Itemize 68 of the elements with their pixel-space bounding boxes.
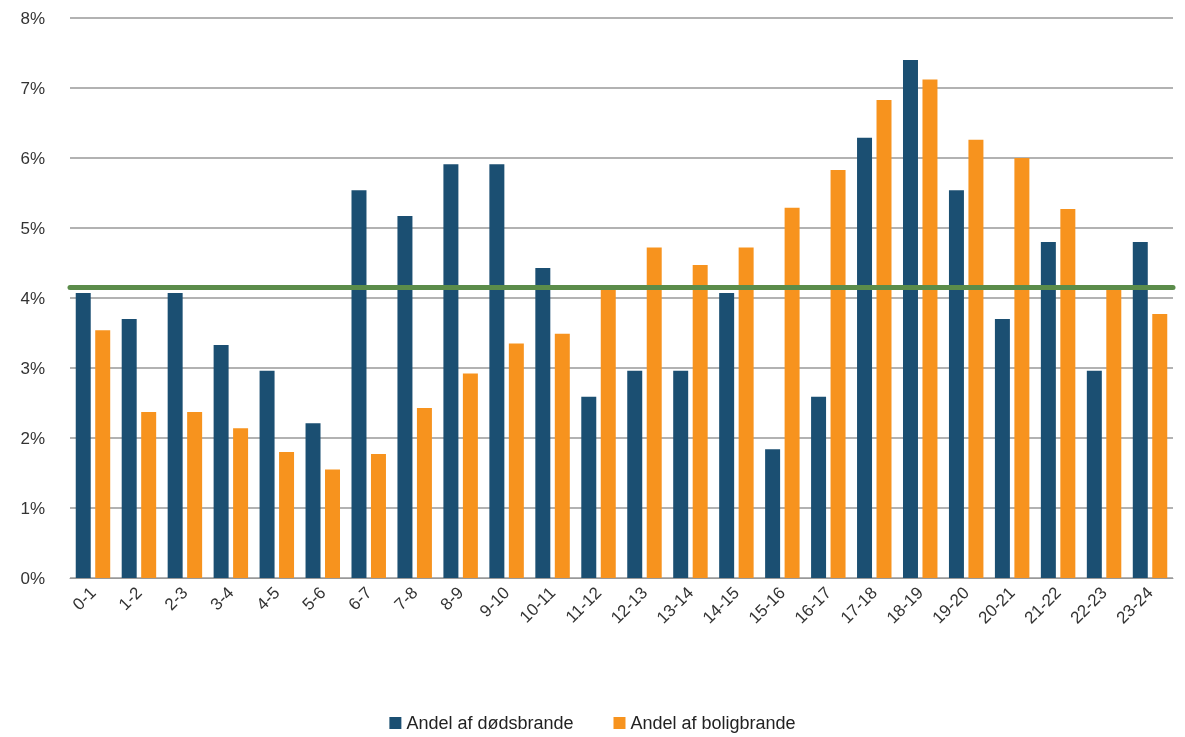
y-tick-label: 0%	[20, 568, 45, 588]
bar	[627, 370, 643, 578]
y-tick-label: 4%	[20, 288, 45, 308]
x-tick-label: 4-5	[252, 583, 284, 615]
x-tick-label: 2-3	[160, 583, 192, 615]
bar	[554, 333, 570, 578]
legend-label: Andel af dødsbrande	[406, 713, 574, 733]
bar	[784, 207, 800, 578]
bar	[1152, 314, 1168, 578]
bar	[121, 319, 137, 578]
bar	[902, 60, 918, 578]
bar	[489, 164, 505, 578]
bar	[738, 247, 754, 578]
bar	[535, 267, 551, 578]
x-tick-label: 8-9	[436, 583, 468, 615]
x-tick-label: 5-6	[298, 583, 330, 615]
bar	[305, 423, 321, 578]
bar	[167, 293, 183, 578]
bar	[857, 137, 873, 578]
bar	[233, 428, 249, 578]
bar	[325, 469, 341, 578]
bar	[673, 370, 689, 578]
bar	[351, 190, 367, 578]
bar	[692, 265, 708, 578]
bar	[581, 396, 597, 578]
bar	[1106, 287, 1122, 578]
bar	[1086, 370, 1102, 578]
bar	[141, 412, 157, 578]
y-tick-label: 8%	[20, 8, 45, 28]
x-tick-label: 6-7	[344, 583, 376, 615]
x-tick-label: 0-1	[68, 583, 100, 615]
bar	[719, 293, 735, 578]
bar	[259, 370, 275, 578]
bar	[279, 452, 295, 578]
bar	[1060, 209, 1076, 578]
bar	[600, 287, 616, 578]
bar	[187, 412, 203, 578]
bar	[811, 396, 827, 578]
bar	[922, 79, 938, 578]
bar	[443, 164, 459, 578]
bar	[948, 190, 964, 578]
bar	[994, 319, 1010, 578]
bar	[397, 216, 413, 578]
bar	[508, 343, 524, 578]
x-tick-label: 1-2	[114, 583, 146, 615]
y-tick-label: 5%	[20, 218, 45, 238]
bar	[968, 139, 984, 578]
bar	[75, 293, 91, 578]
bar	[416, 407, 432, 578]
bar	[765, 449, 781, 578]
bar	[462, 373, 478, 578]
bar	[830, 169, 846, 578]
bar	[95, 330, 111, 578]
y-tick-label: 3%	[20, 358, 45, 378]
bar	[646, 247, 662, 578]
x-tick-label: 7-8	[390, 583, 422, 615]
bar	[213, 344, 229, 578]
bar	[876, 99, 892, 578]
y-tick-label: 7%	[20, 78, 45, 98]
bar	[1014, 158, 1030, 578]
legend-label: Andel af boligbrande	[630, 713, 796, 733]
bar	[1132, 242, 1148, 578]
x-tick-label: 3-4	[206, 583, 238, 615]
bar	[370, 454, 386, 578]
y-tick-label: 2%	[20, 428, 45, 448]
y-tick-label: 1%	[20, 498, 45, 518]
y-tick-label: 6%	[20, 148, 45, 168]
bar	[1040, 242, 1056, 578]
